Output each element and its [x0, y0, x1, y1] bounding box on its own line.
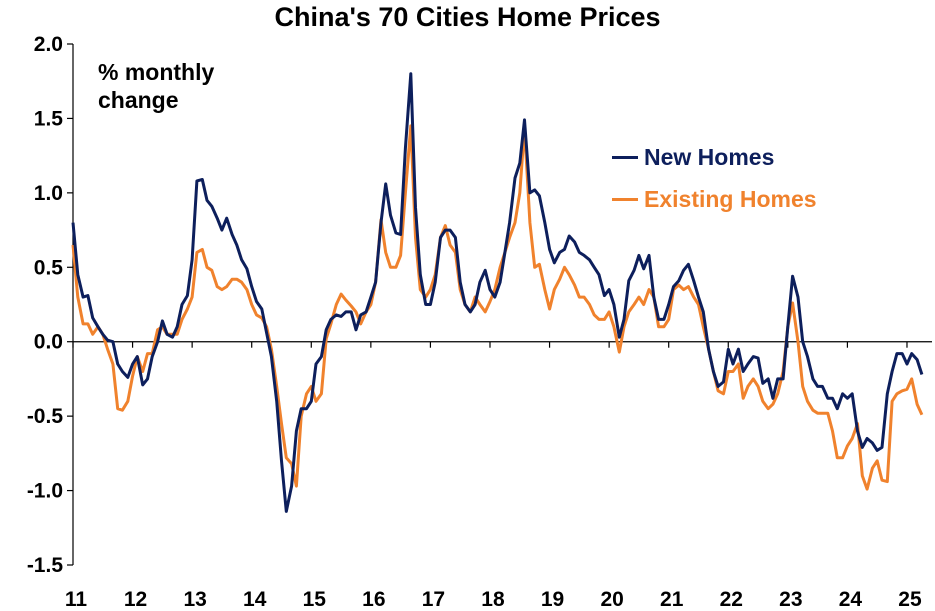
x-tick-label: 13 — [183, 588, 206, 611]
legend-swatch-new-homes — [612, 155, 638, 159]
y-tick-label: 1.5 — [34, 107, 64, 130]
legend-item-existing-homes: Existing Homes — [612, 178, 817, 220]
x-tick-label: 18 — [481, 588, 505, 611]
x-tick-label: 15 — [303, 588, 327, 611]
x-tick-label: 22 — [720, 588, 743, 611]
x-tick-label: 17 — [422, 588, 445, 611]
legend-swatch-existing-homes — [612, 197, 638, 201]
x-tick-label: 21 — [660, 588, 684, 611]
legend-item-new-homes: New Homes — [612, 136, 817, 178]
legend: New Homes Existing Homes — [612, 136, 817, 220]
y-tick-label: -1.5 — [27, 554, 64, 577]
series-lines — [71, 72, 924, 513]
legend-label-new-homes: New Homes — [644, 143, 775, 170]
x-tick-label: 12 — [124, 588, 147, 611]
x-tick-label: 19 — [541, 588, 564, 611]
y-tick-label: 1.0 — [34, 182, 63, 205]
y-unit-line-1: % monthly — [98, 59, 215, 85]
x-tick-label: 14 — [243, 588, 267, 611]
legend-label-existing-homes: Existing Homes — [644, 185, 817, 212]
x-tick-label: 20 — [600, 588, 623, 611]
y-tick-label: 0.5 — [34, 256, 64, 279]
y-tick-label: -0.5 — [27, 405, 64, 428]
x-tick-label: 25 — [898, 588, 922, 611]
chart-title: China's 70 Cities Home Prices — [274, 2, 661, 32]
x-tick-label: 11 — [65, 588, 88, 611]
x-tick-label: 16 — [362, 588, 385, 611]
y-tick-label: 0.0 — [34, 331, 63, 354]
series-line-new-homes — [71, 72, 924, 513]
y-tick-label: 2.0 — [34, 33, 63, 56]
x-tick-label: 24 — [839, 588, 863, 611]
y-unit-line-2: change — [98, 87, 179, 113]
y-unit-annotation: % monthly change — [98, 58, 214, 114]
y-tick-label: -1.0 — [27, 480, 63, 503]
series-line-existing-homes — [71, 124, 924, 491]
x-tick-label: 23 — [779, 588, 802, 611]
axes: 2.0 1.5 1.0 0.5 0.0 -0.5 -1.0 -1.511 12 13 14 15 16 1… — [27, 33, 932, 611]
